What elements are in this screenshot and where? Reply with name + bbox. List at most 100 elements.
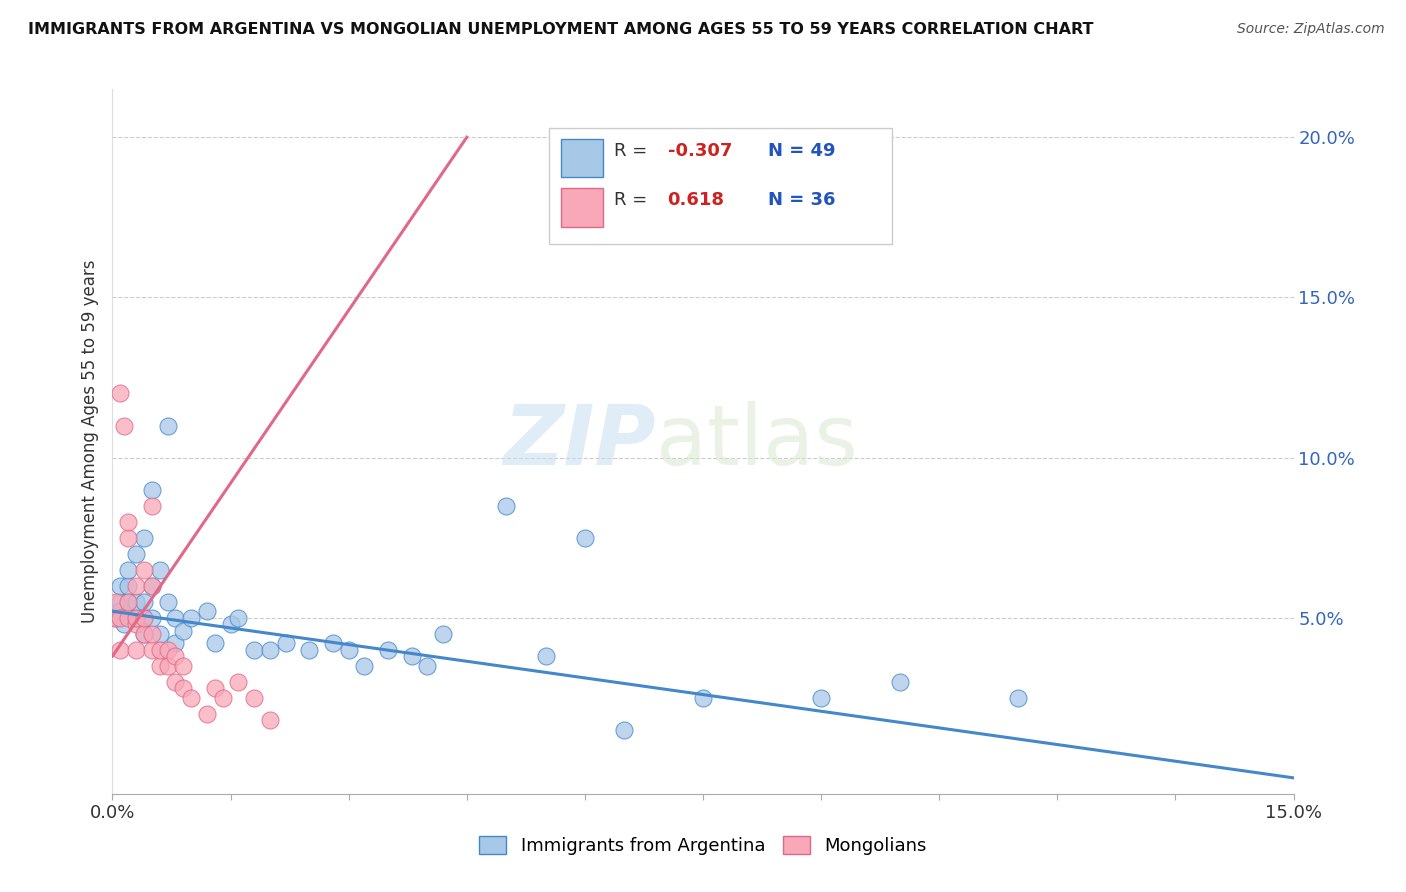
Point <box>112 617 135 632</box>
Point <box>117 515 139 529</box>
Point <box>156 642 179 657</box>
Point <box>104 610 127 624</box>
Text: N = 36: N = 36 <box>768 192 835 210</box>
Point <box>105 610 128 624</box>
Point <box>132 610 155 624</box>
Text: -0.307: -0.307 <box>668 142 733 160</box>
Text: 0.618: 0.618 <box>668 192 724 210</box>
Point <box>132 610 155 624</box>
Point <box>165 610 187 624</box>
Point <box>132 563 155 577</box>
Point <box>156 418 179 433</box>
Point <box>298 642 321 657</box>
Point <box>172 624 194 638</box>
Point <box>219 617 242 632</box>
Point <box>125 617 148 632</box>
Text: atlas: atlas <box>655 401 858 482</box>
Point <box>110 604 132 618</box>
FancyBboxPatch shape <box>561 138 603 178</box>
Point <box>432 626 454 640</box>
Point <box>416 658 439 673</box>
Point <box>110 595 132 609</box>
Point <box>117 563 139 577</box>
Legend: Immigrants from Argentina, Mongolians: Immigrants from Argentina, Mongolians <box>472 829 934 863</box>
Point <box>228 610 250 624</box>
Point <box>259 713 281 727</box>
Point <box>211 690 233 705</box>
Point <box>125 547 148 561</box>
Point <box>195 604 218 618</box>
Point <box>692 690 714 705</box>
Point <box>337 642 360 657</box>
Point <box>228 674 250 689</box>
FancyBboxPatch shape <box>561 188 603 227</box>
Text: ZIP: ZIP <box>503 401 655 482</box>
Point <box>110 642 132 657</box>
Point <box>180 690 202 705</box>
Point <box>125 579 148 593</box>
Point <box>141 626 163 640</box>
Point <box>125 642 148 657</box>
Point <box>1007 690 1029 705</box>
Point <box>132 595 155 609</box>
Point <box>149 563 172 577</box>
Text: Source: ZipAtlas.com: Source: ZipAtlas.com <box>1237 22 1385 37</box>
FancyBboxPatch shape <box>550 128 891 244</box>
Point <box>149 642 172 657</box>
Point <box>377 642 399 657</box>
Text: IMMIGRANTS FROM ARGENTINA VS MONGOLIAN UNEMPLOYMENT AMONG AGES 55 TO 59 YEARS CO: IMMIGRANTS FROM ARGENTINA VS MONGOLIAN U… <box>28 22 1094 37</box>
Point <box>810 690 832 705</box>
Point <box>112 418 135 433</box>
Point <box>125 610 148 624</box>
Point <box>141 499 163 513</box>
Point <box>156 658 179 673</box>
Point <box>613 723 636 737</box>
Point <box>141 610 163 624</box>
Point <box>243 690 266 705</box>
Point <box>889 674 911 689</box>
Point <box>125 595 148 609</box>
Point <box>149 626 172 640</box>
Y-axis label: Unemployment Among Ages 55 to 59 years: Unemployment Among Ages 55 to 59 years <box>80 260 98 624</box>
Point <box>534 649 557 664</box>
Point <box>165 674 187 689</box>
Point <box>243 642 266 657</box>
Point <box>117 579 139 593</box>
Text: N = 49: N = 49 <box>768 142 835 160</box>
Point <box>165 636 187 650</box>
Point <box>105 595 128 609</box>
Point <box>172 681 194 696</box>
Point <box>172 658 194 673</box>
Point <box>132 626 155 640</box>
Point <box>110 386 132 401</box>
Point <box>141 642 163 657</box>
Point <box>195 706 218 721</box>
Point <box>495 499 517 513</box>
Text: R =: R = <box>614 142 654 160</box>
Point <box>117 610 139 624</box>
Point <box>141 579 163 593</box>
Point <box>125 610 148 624</box>
Point <box>204 681 226 696</box>
Text: R =: R = <box>614 192 654 210</box>
Point <box>110 579 132 593</box>
Point <box>574 531 596 545</box>
Point <box>141 483 163 497</box>
Point <box>259 642 281 657</box>
Point <box>165 649 187 664</box>
Point <box>110 610 132 624</box>
Point <box>274 636 297 650</box>
Point <box>132 626 155 640</box>
Point <box>117 595 139 609</box>
Point <box>180 610 202 624</box>
Point <box>401 649 423 664</box>
Point <box>322 636 344 650</box>
Point <box>353 658 375 673</box>
Point <box>204 636 226 650</box>
Point <box>117 595 139 609</box>
Point <box>156 595 179 609</box>
Point <box>132 531 155 545</box>
Point <box>117 531 139 545</box>
Point <box>149 658 172 673</box>
Point <box>141 579 163 593</box>
